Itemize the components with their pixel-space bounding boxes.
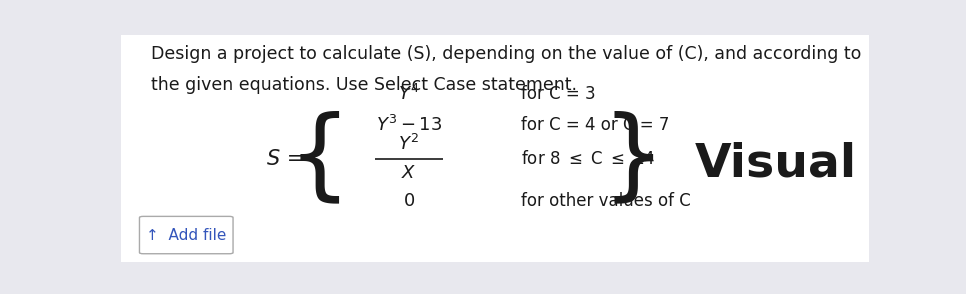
Text: $X$: $X$: [401, 164, 416, 182]
Text: {: {: [287, 110, 351, 207]
Text: $Y^4$: $Y^4$: [398, 84, 420, 104]
Text: the given equations. Use Select Case statement.: the given equations. Use Select Case sta…: [151, 76, 577, 94]
Text: $Y^2$: $Y^2$: [399, 134, 419, 154]
Text: for C = 4 or C = 7: for C = 4 or C = 7: [522, 116, 669, 134]
Text: for C = 3: for C = 3: [522, 85, 596, 103]
Text: Visual: Visual: [695, 142, 857, 187]
Text: $Y^3 - 13$: $Y^3 - 13$: [376, 115, 442, 135]
Text: }: }: [602, 110, 666, 207]
Text: for 8 $\leq$ C $\leq$ 14: for 8 $\leq$ C $\leq$ 14: [522, 150, 656, 168]
FancyBboxPatch shape: [121, 35, 869, 262]
Text: $0$: $0$: [403, 191, 415, 210]
Text: ↑  Add file: ↑ Add file: [147, 228, 227, 243]
FancyBboxPatch shape: [139, 216, 233, 254]
Text: S =: S =: [267, 149, 304, 169]
Text: for other values of C: for other values of C: [522, 191, 691, 210]
Text: Design a project to calculate (S), depending on the value of (C), and according : Design a project to calculate (S), depen…: [151, 46, 861, 64]
